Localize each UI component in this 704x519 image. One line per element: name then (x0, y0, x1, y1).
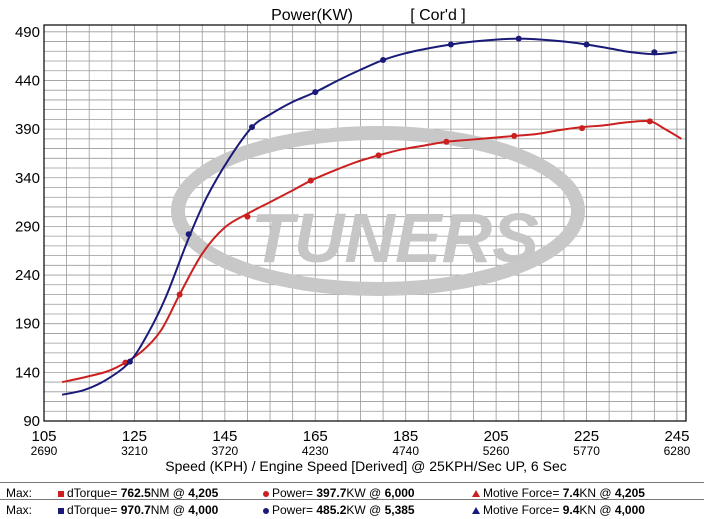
x-tick-secondary-label: 3210 (121, 444, 148, 458)
series-1-point (307, 177, 314, 184)
max-torque-1: dTorque= 762.5NM @ 4,205 (58, 486, 218, 500)
chart: TUNERS 90 140 190 240 290 340 390 440 490 105269… (15, 7, 691, 474)
watermark-logo: TUNERS (171, 126, 585, 296)
x-tick-label: 185 (393, 428, 418, 445)
x-tick-secondary-label: 6280 (664, 444, 691, 458)
series-2-point (515, 35, 522, 42)
circle-marker-icon (263, 490, 269, 497)
series-1-point (176, 291, 183, 298)
series-1-point (511, 132, 518, 139)
chart-subtitle: [ Cor'd ] (410, 7, 466, 24)
y-tick-label: 390 (15, 121, 40, 138)
series-2-point (583, 41, 590, 48)
series-2-point (380, 57, 387, 64)
max-force-1: Motive Force= 7.4KN @ 4,205 (472, 486, 645, 500)
max-row-1: Max: dTorque= 762.5NM @ 4,205 Power= 397… (0, 482, 704, 502)
y-tick-label: 290 (15, 218, 40, 235)
y-tick-label: 90 (23, 413, 40, 430)
x-tick-label: 105 (31, 428, 56, 445)
x-axis-label: Speed (KPH) / Engine Speed [Derived] @ 2… (165, 458, 567, 474)
x-tick-secondary-label: 4740 (392, 444, 419, 458)
series-2-point (248, 124, 255, 131)
circle-marker-icon (263, 507, 269, 514)
x-tick-label: 145 (212, 428, 237, 445)
watermark-ellipse (171, 126, 585, 296)
series-2-point (185, 231, 192, 238)
plot-frame (43, 24, 687, 422)
x-tick-label: 165 (303, 428, 328, 445)
square-marker-icon (58, 507, 64, 514)
max-force-2: Motive Force= 9.4KN @ 4,000 (472, 503, 645, 517)
series-1-point (244, 213, 251, 220)
max-label: Max: (6, 486, 33, 500)
max-row-2: Max: dTorque= 970.7NM @ 4,000 Power= 485… (0, 499, 704, 519)
x-tick-secondary-label: 5770 (573, 444, 600, 458)
max-label: Max: (6, 503, 33, 517)
series-1-point (375, 152, 382, 159)
square-marker-icon (58, 490, 64, 497)
series-layer (61, 35, 682, 396)
series-2-point (651, 49, 658, 56)
x-tick-secondary-label: 4230 (302, 444, 329, 458)
y-tick-label: 240 (15, 267, 40, 284)
y-tick-label: 490 (15, 24, 40, 41)
x-tick-label: 205 (484, 428, 509, 445)
x-tick-label: 245 (664, 428, 689, 445)
max-torque-2: dTorque= 970.7NM @ 4,000 (58, 503, 218, 517)
series-1-point (443, 138, 450, 145)
series-2-point (447, 41, 454, 48)
triangle-marker-icon (472, 490, 480, 498)
chart-title: Power(KW) (271, 7, 353, 24)
x-tick-label: 225 (574, 428, 599, 445)
y-tick-label: 140 (15, 364, 40, 381)
max-power-2: Power= 485.2KW @ 5,385 (263, 503, 415, 517)
max-power-1: Power= 397.7KW @ 6,000 (263, 486, 415, 500)
series-2-point (312, 89, 319, 96)
series-line-2 (61, 37, 678, 396)
y-tick-label: 440 (15, 72, 40, 89)
y-tick-label: 340 (15, 170, 40, 187)
x-tick-secondary-label: 2690 (31, 444, 58, 458)
y-tick-label: 190 (15, 316, 40, 333)
series-2-point (126, 358, 133, 365)
series-1-point (579, 125, 586, 132)
watermark-text: TUNERS (251, 199, 539, 277)
x-tick-secondary-label: 5260 (483, 444, 510, 458)
triangle-marker-icon (472, 507, 480, 515)
series-1-point (646, 118, 653, 125)
x-tick-secondary-label: 3720 (211, 444, 238, 458)
y-axis: 90 140 190 240 290 340 390 440 490 (15, 24, 40, 430)
x-tick-label: 125 (122, 428, 147, 445)
